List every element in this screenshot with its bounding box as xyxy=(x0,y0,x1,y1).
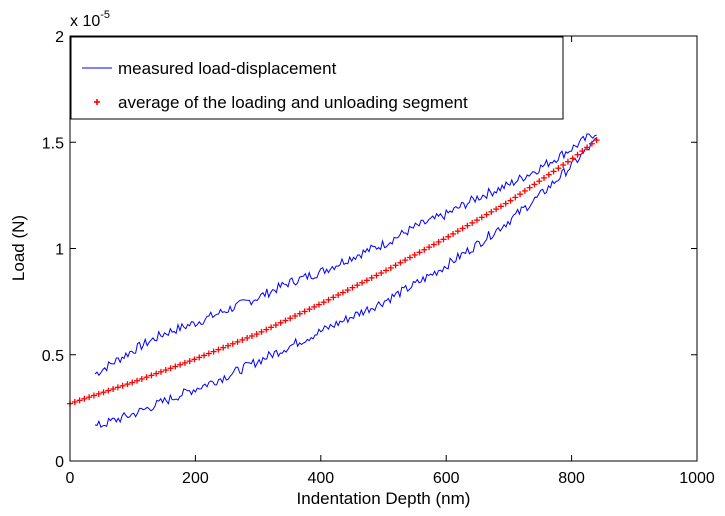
y-tick-label: 1 xyxy=(55,242,64,259)
legend-label-measured: measured load-displacement xyxy=(118,59,337,78)
y-multiplier-exponent: -5 xyxy=(100,9,110,21)
y-tick-label: 0 xyxy=(55,454,64,471)
y-axis-label: Load (N) xyxy=(9,215,28,281)
x-axis-label: Indentation Depth (nm) xyxy=(297,489,471,508)
legend-label-average: average of the loading and unloading seg… xyxy=(118,93,468,112)
x-tick-label: 200 xyxy=(182,470,209,487)
y-tick-label: 0.5 xyxy=(42,348,64,365)
x-tick-label: 800 xyxy=(558,470,585,487)
x-tick-label: 0 xyxy=(66,470,75,487)
y-tick-label: 2 xyxy=(55,29,64,46)
y-multiplier-base: x 10 xyxy=(70,13,100,30)
x-tick-label: 1000 xyxy=(679,470,715,487)
y-tick-label: 1.5 xyxy=(42,135,64,152)
legend: measured load-displacement average of th… xyxy=(71,37,563,119)
x-tick-label: 400 xyxy=(307,470,334,487)
x-tick-label: 600 xyxy=(433,470,460,487)
